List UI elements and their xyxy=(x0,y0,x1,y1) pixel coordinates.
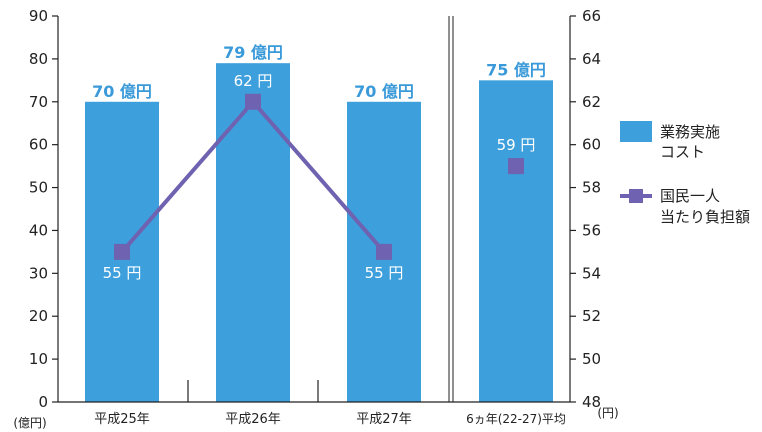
left-tick-label: 20 xyxy=(29,307,48,325)
left-tick-label: 90 xyxy=(29,7,48,25)
legend-swatch-marker xyxy=(629,189,643,203)
bar-data-label: 70 億円 xyxy=(92,82,152,101)
x-tick-label: 平成27年 xyxy=(356,412,412,427)
bar xyxy=(216,63,290,403)
left-tick-label: 40 xyxy=(29,221,48,239)
bar-data-label: 79 億円 xyxy=(223,43,283,62)
bar-series: 70 億円 79 億円 70 億円 75 億円 xyxy=(85,43,553,403)
right-tick-label: 48 xyxy=(582,393,601,411)
bar-data-label: 70 億円 xyxy=(354,82,414,101)
left-axis: 0 10 20 30 40 50 60 70 80 90 (億円) xyxy=(13,7,59,430)
right-tick-label: 56 xyxy=(582,221,601,239)
right-tick-label: 66 xyxy=(582,7,601,25)
line-data-label: 62 円 xyxy=(234,72,273,90)
right-axis: 48 50 52 54 56 58 60 62 64 66 (円) xyxy=(569,7,619,420)
x-tick-label: 6ヵ年(22-27)平均 xyxy=(466,412,566,426)
left-tick-label: 80 xyxy=(29,50,48,68)
bar xyxy=(479,80,553,402)
line-data-label: 55 円 xyxy=(103,264,142,282)
left-tick-label: 70 xyxy=(29,93,48,111)
line-series: 55 円 62 円 55 円 59 円 xyxy=(103,72,536,282)
bar-data-label: 75 億円 xyxy=(486,60,546,79)
x-axis: 平成25年 平成26年 平成27年 6ヵ年(22-27)平均 xyxy=(58,16,570,427)
right-tick-label: 62 xyxy=(582,93,601,111)
right-tick-label: 50 xyxy=(582,350,601,368)
x-tick-label: 平成26年 xyxy=(225,412,281,427)
right-tick-label: 60 xyxy=(582,136,601,154)
right-tick-label: 58 xyxy=(582,179,601,197)
legend-label: 当たり負担額 xyxy=(660,208,750,226)
line-point xyxy=(114,243,130,260)
left-tick-label: 0 xyxy=(38,393,48,411)
right-tick-label: 54 xyxy=(582,264,601,282)
left-tick-label: 30 xyxy=(29,264,48,282)
legend-label: 業務実施 xyxy=(660,123,720,141)
legend-label: コスト xyxy=(660,143,705,161)
line-point xyxy=(508,158,524,175)
left-tick-label: 60 xyxy=(29,136,48,154)
left-axis-unit: (億円) xyxy=(13,416,46,430)
line-point xyxy=(376,243,392,260)
right-tick-label: 64 xyxy=(582,50,601,68)
left-tick-label: 50 xyxy=(29,179,48,197)
line-data-label: 59 円 xyxy=(497,136,536,154)
line-data-label: 55 円 xyxy=(365,264,404,282)
right-axis-unit: (円) xyxy=(597,406,618,420)
line-point xyxy=(245,93,261,110)
left-tick-label: 10 xyxy=(29,350,48,368)
legend-swatch-bar xyxy=(620,121,652,142)
x-tick-label: 平成25年 xyxy=(94,412,150,427)
right-tick-label: 52 xyxy=(582,307,601,325)
legend-label: 国民一人 xyxy=(660,187,720,205)
